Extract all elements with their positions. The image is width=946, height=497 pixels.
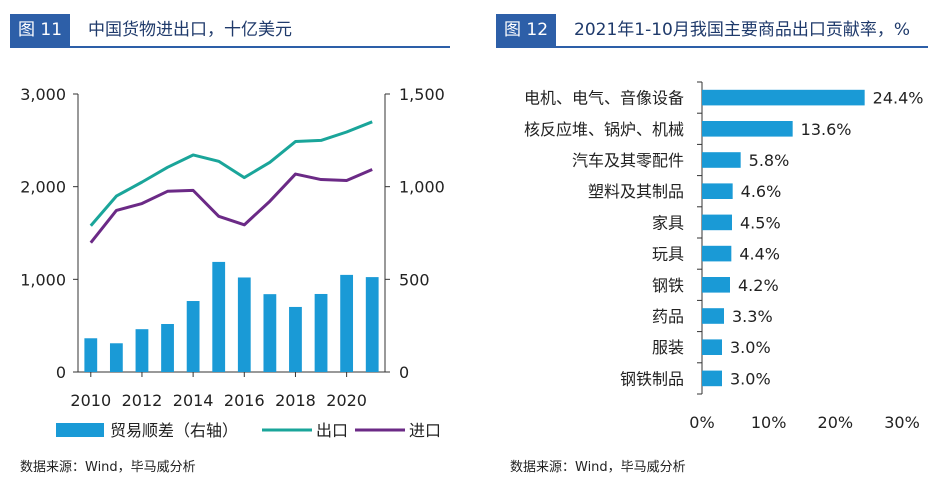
figure-number: 图 12	[496, 14, 557, 46]
bar-trade-surplus	[365, 277, 379, 372]
category-label: 玩具	[652, 245, 684, 264]
bar	[702, 339, 722, 355]
y-tick-label-left: 0	[56, 363, 66, 382]
category-label: 家具	[652, 213, 684, 232]
chart-panel-right: 图 12 2021年1-10月我国主要商品出口贡献率，% 电机、电气、音像设备 2…	[490, 0, 946, 497]
category-label: 钢铁制品	[620, 369, 684, 388]
x-tick-label: 2016	[224, 391, 265, 410]
value-label: 24.4%	[873, 89, 924, 108]
x-tick-label: 2018	[275, 391, 316, 410]
x-tick-label: 10%	[751, 413, 787, 432]
value-label: 4.6%	[741, 182, 782, 201]
data-source: 数据来源：Wind，毕马威分析	[510, 460, 686, 475]
legend-swatch-trade-surplus	[56, 423, 104, 437]
chart-panel-left: 图 11 中国货物进出口，十亿美元 3,000 2,000 1,000 0 1,500 1…	[0, 0, 470, 497]
bar	[702, 370, 722, 387]
data-source: 数据来源：Wind，毕马威分析	[20, 460, 196, 475]
category-label: 塑料及其制品	[588, 182, 684, 201]
bar	[702, 89, 865, 106]
category-label: 汽车及其零配件	[572, 151, 684, 170]
category-label: 药品	[652, 307, 684, 326]
bar-trade-surplus	[186, 301, 200, 372]
legend-label-trade-surplus: 贸易顺差（右轴）	[110, 421, 238, 440]
bar-trade-surplus	[314, 293, 328, 372]
bar-trade-surplus	[289, 306, 302, 372]
value-label: 4.4%	[739, 245, 780, 264]
bar-trade-surplus	[212, 261, 226, 372]
y-tick-label-left: 1,000	[20, 270, 66, 289]
value-label: 3.0%	[730, 338, 771, 357]
bar-trade-surplus	[84, 338, 98, 372]
bar	[702, 214, 732, 231]
x-tick-label: 2020	[326, 391, 367, 410]
bar	[702, 245, 732, 262]
figure-number: 图 11	[10, 14, 71, 46]
bar-trade-surplus	[161, 323, 174, 372]
value-label: 3.0%	[730, 369, 771, 388]
y-tick-label-right: 1,000	[399, 178, 445, 197]
y-tick-label-right: 500	[399, 270, 430, 289]
y-tick-label-right: 1,500	[399, 85, 445, 104]
bar-trade-surplus	[237, 277, 251, 372]
bar	[702, 277, 730, 293]
value-label: 4.5%	[740, 213, 781, 232]
category-label: 核反应堆、锅炉、机械	[524, 120, 684, 139]
line-imports	[89, 168, 373, 244]
x-tick-label: 0%	[689, 413, 714, 432]
legend-label-exports: 出口	[316, 421, 348, 440]
x-tick-label: 2012	[122, 391, 163, 410]
value-label: 3.3%	[732, 307, 773, 326]
bar	[702, 183, 733, 199]
x-tick-label: 2010	[70, 391, 111, 410]
value-label: 13.6%	[801, 120, 852, 139]
line-exports	[89, 120, 373, 227]
bar-trade-surplus	[109, 343, 123, 372]
bar	[702, 121, 793, 137]
value-label: 4.2%	[738, 276, 779, 295]
value-label: 5.8%	[749, 151, 790, 170]
category-label: 服装	[652, 338, 684, 357]
y-tick-label-right: 0	[399, 363, 409, 382]
figure-title: 中国货物进出口，十亿美元	[88, 20, 292, 40]
y-tick-label-left: 2,000	[20, 178, 66, 197]
bar-trade-surplus	[263, 294, 277, 372]
category-label: 钢铁	[652, 276, 684, 295]
legend-label-imports: 进口	[409, 421, 441, 440]
category-label: 电机、电气、音像设备	[524, 89, 684, 108]
export-contribution-chart: 电机、电气、音像设备 24.4% 核反应堆、锅炉、机械 13.6% 汽车及其零配件 5.8…	[524, 81, 924, 432]
figure-header: 图 12 2021年1-10月我国主要商品出口贡献率，%	[496, 14, 928, 48]
figure-title: 2021年1-10月我国主要商品出口贡献率，%	[574, 20, 910, 40]
figure-header: 图 11 中国货物进出口，十亿美元	[10, 14, 450, 48]
bar	[702, 308, 724, 324]
x-tick-label: 30%	[884, 413, 920, 432]
x-tick-label: 2014	[173, 391, 214, 410]
x-tick-label: 20%	[818, 413, 854, 432]
y-tick-label-left: 3,000	[20, 85, 66, 104]
bar-trade-surplus	[135, 329, 149, 372]
bar-trade-surplus	[340, 274, 354, 372]
bar	[702, 152, 741, 168]
